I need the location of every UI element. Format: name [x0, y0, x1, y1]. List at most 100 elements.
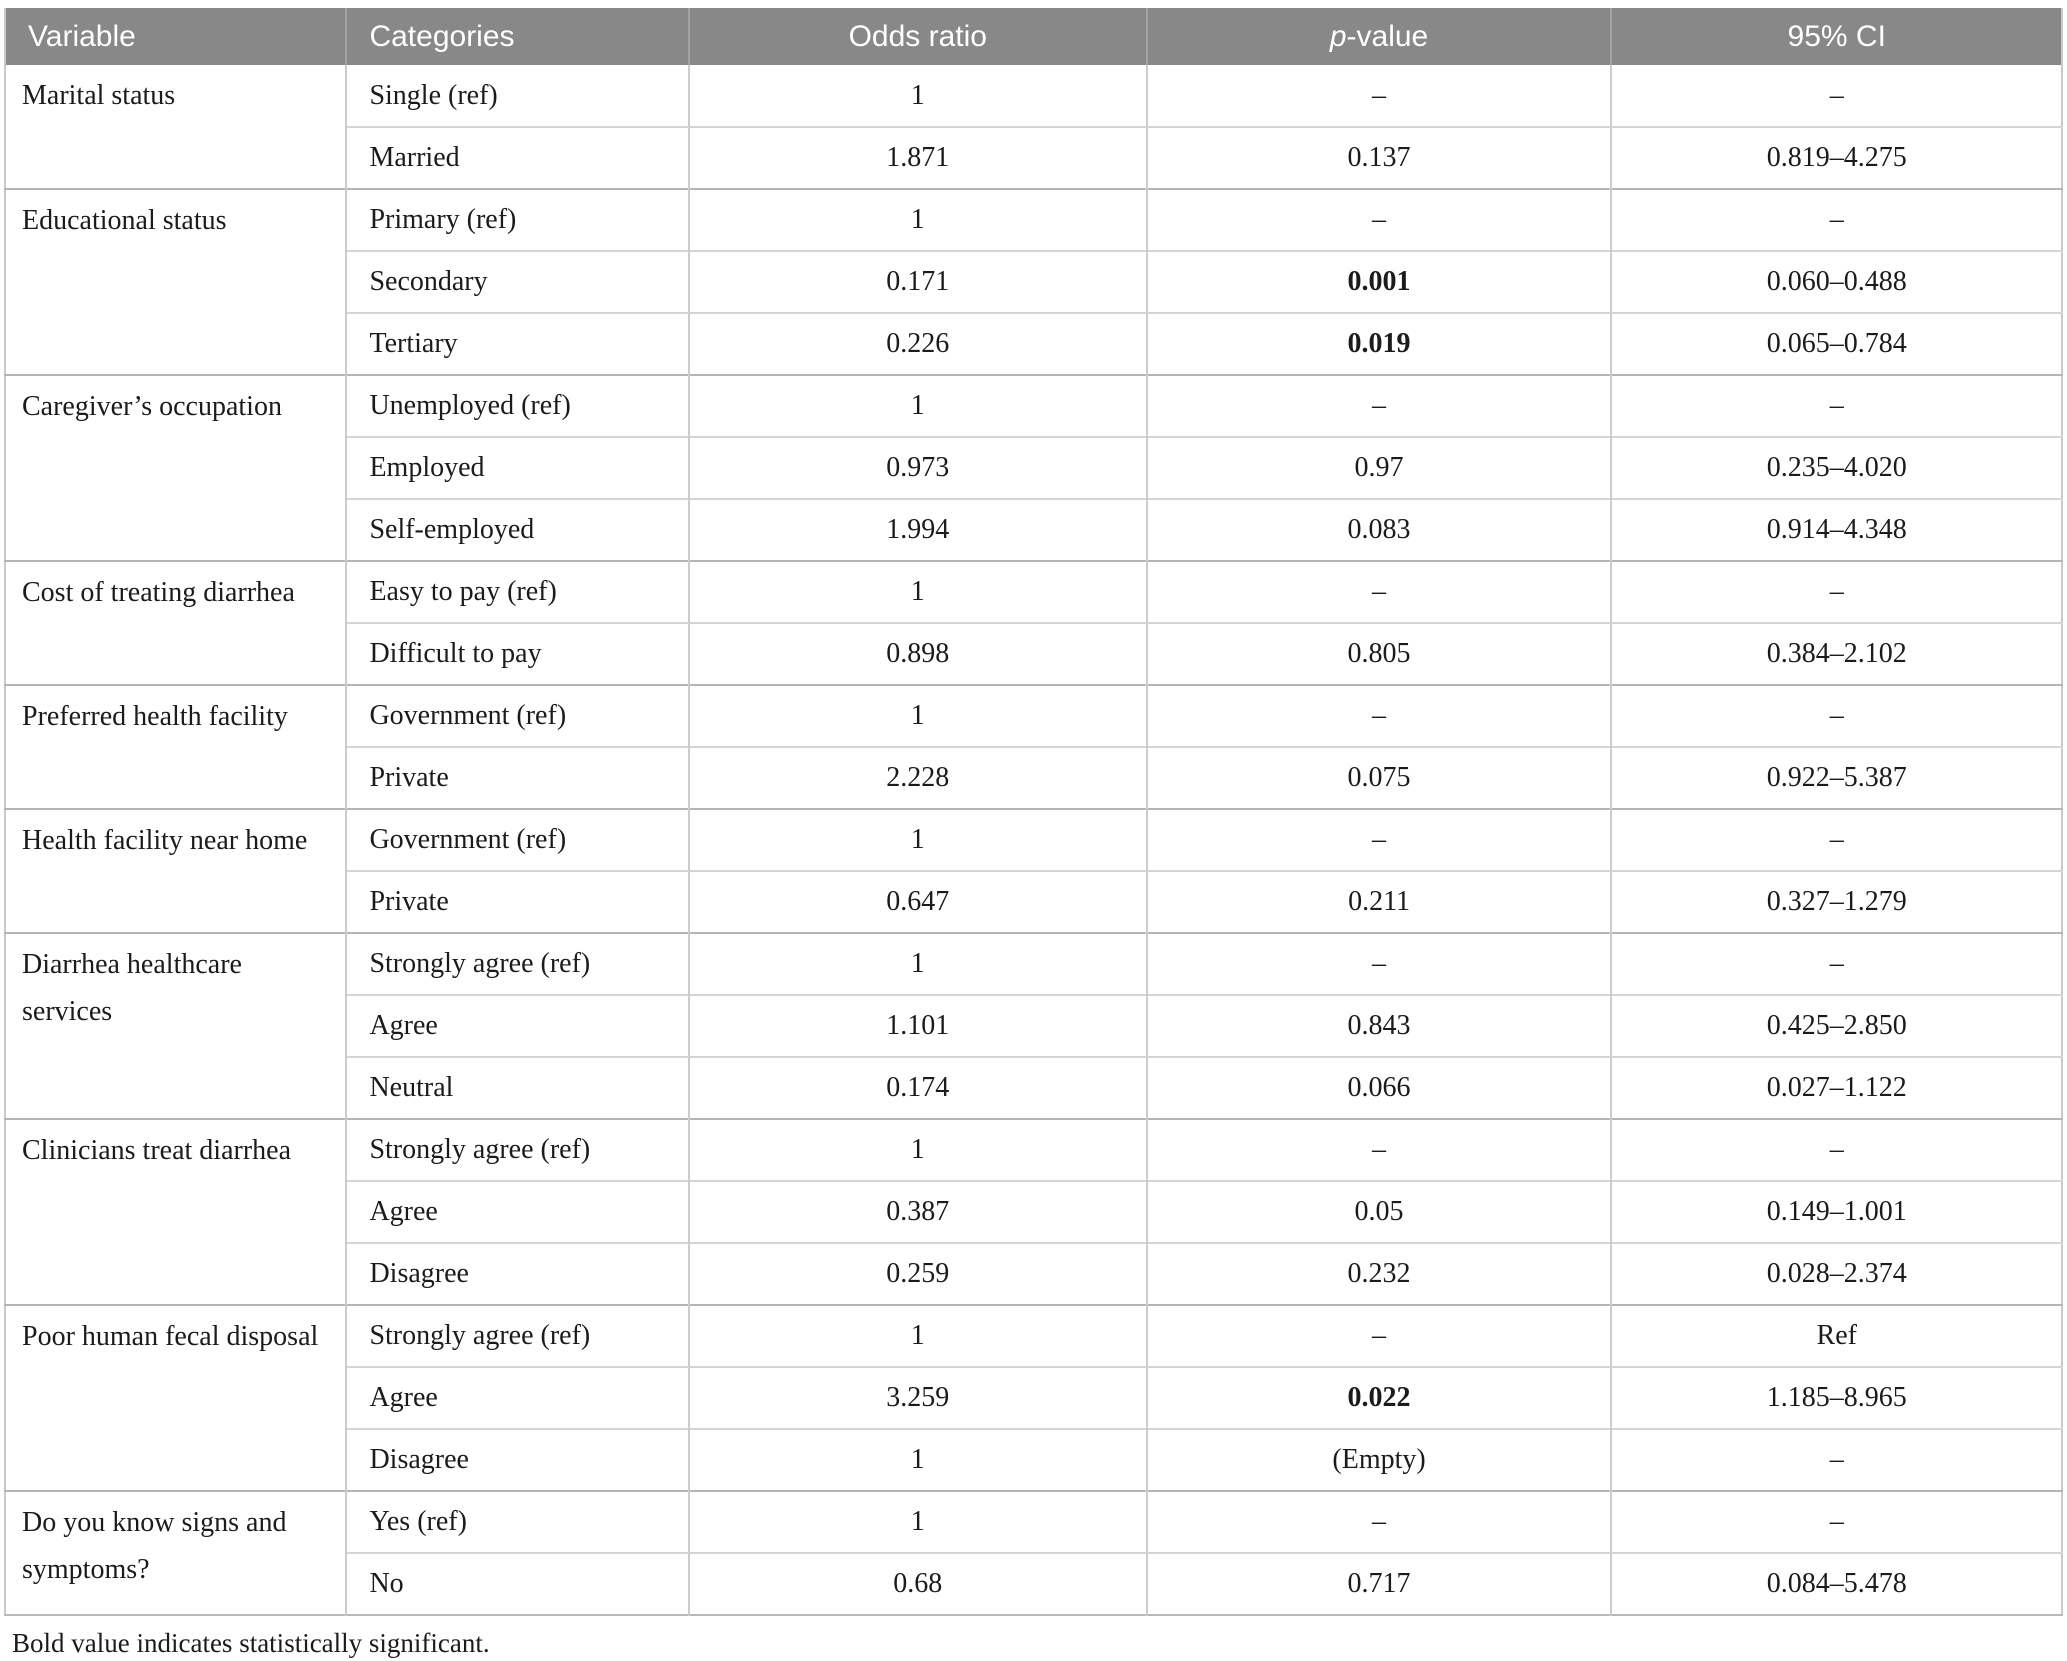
category-cell: Yes (ref)	[346, 1490, 690, 1553]
table-row: Private 0.647 0.211 0.327–1.279	[5, 870, 2062, 933]
p-value-cell: –	[1146, 1304, 1613, 1367]
odds-ratio-cell: 1	[688, 65, 1148, 127]
table-row: Preferred health facility Government (ref…	[5, 684, 2062, 809]
odds-ratio-cell: 1.871	[688, 126, 1148, 189]
ci-cell: –	[1611, 932, 2062, 995]
header-categories: Categories	[346, 8, 690, 65]
category-cell: Disagree	[346, 1242, 690, 1305]
odds-ratio-cell: 1	[688, 1490, 1148, 1553]
category-cell: Private	[346, 870, 690, 933]
p-value-cell: 0.019	[1146, 312, 1613, 375]
table-body: Marital status Single (ref) 1– – Married 1.87…	[5, 65, 2062, 1615]
odds-ratio-cell: 1	[688, 1304, 1148, 1367]
odds-ratio-cell: 1	[688, 932, 1148, 995]
p-value-cell: 0.05	[1146, 1180, 1613, 1243]
p-value-cell: 0.075	[1146, 746, 1613, 809]
table-row: Self-employed 1.994 0.083 0.914–4.348	[5, 498, 2062, 561]
category-cell: Neutral	[346, 1056, 690, 1119]
category-cell: No	[346, 1552, 690, 1615]
category-cell: Government (ref)	[346, 808, 690, 871]
variable-cell: Marital status	[5, 65, 348, 189]
odds-ratio-cell: 0.973	[688, 436, 1148, 499]
category-cell: Married	[346, 126, 690, 189]
ci-cell: 0.914–4.348	[1611, 498, 2062, 561]
category-cell: Agree	[346, 994, 690, 1057]
ci-cell: 0.027–1.122	[1611, 1056, 2062, 1119]
header-p-value: p-value	[1146, 8, 1613, 65]
ci-cell: –	[1611, 374, 2062, 437]
table-row: Married 1.871 0.137 0.819–4.275	[5, 126, 2062, 189]
p-value-cell: 0.843	[1146, 994, 1613, 1057]
ci-cell: 0.235–4.020	[1611, 436, 2062, 499]
p-value-cell: 0.001	[1146, 250, 1613, 313]
header-odds-ratio: Odds ratio	[688, 8, 1148, 65]
p-value-cell: (Empty)	[1146, 1428, 1613, 1491]
table-row: Agree 3.259 0.022 1.185–8.965	[5, 1366, 2062, 1429]
odds-ratio-cell: 0.226	[688, 312, 1148, 375]
category-cell: Self-employed	[346, 498, 690, 561]
ci-cell: 0.384–2.102	[1611, 622, 2062, 685]
ci-cell: 0.084–5.478	[1611, 1552, 2062, 1615]
variable-cell: Poor human fecal disposal	[5, 1304, 348, 1491]
category-cell: Agree	[346, 1366, 690, 1429]
ci-cell: 0.028–2.374	[1611, 1242, 2062, 1305]
p-value-cell: 0.717	[1146, 1552, 1613, 1615]
p-value-cell: –	[1146, 188, 1613, 251]
odds-ratio-cell: 1	[688, 374, 1148, 437]
ci-cell: –	[1611, 560, 2062, 623]
variable-cell: Health facility near home	[5, 808, 348, 933]
table-row: Marital status Single (ref) 1– –	[5, 65, 2062, 189]
variable-cell: Diarrhea healthcare services	[5, 932, 348, 1119]
variable-cell: Educational status	[5, 188, 348, 375]
p-value-cell: –	[1146, 808, 1613, 871]
header-variable: Variable	[5, 8, 348, 65]
variable-cell: Clinicians treat diarrhea	[5, 1118, 348, 1305]
p-value-cell: –	[1146, 560, 1613, 623]
table-row: Secondary 0.171 0.001 0.060–0.488	[5, 250, 2062, 313]
header-row: Variable Categories Odds ratio p-value 9…	[5, 8, 2062, 65]
odds-ratio-cell: 0.898	[688, 622, 1148, 685]
table-row: Cost of treating diarrhea Easy to pay (re…	[5, 560, 2062, 685]
p-value-cell: 0.083	[1146, 498, 1613, 561]
odds-ratio-cell: 1	[688, 1428, 1148, 1491]
odds-ratio-cell: 1.994	[688, 498, 1148, 561]
footnote: Bold value indicates statistically signi…	[12, 1628, 490, 1658]
category-cell: Easy to pay (ref)	[346, 560, 690, 623]
ci-cell: 1.185–8.965	[1611, 1366, 2062, 1429]
category-cell: Strongly agree (ref)	[346, 1304, 690, 1367]
odds-ratio-cell: 0.174	[688, 1056, 1148, 1119]
p-value-cell: –	[1146, 374, 1613, 437]
ci-cell: –	[1611, 1118, 2062, 1181]
ci-cell: –	[1611, 65, 2062, 127]
p-value-cell: 0.232	[1146, 1242, 1613, 1305]
ci-cell: 0.425–2.850	[1611, 994, 2062, 1057]
category-cell: Employed	[346, 436, 690, 499]
table-row: Poor human fecal disposal Strongly agree …	[5, 1304, 2062, 1491]
header-ci: 95% CI	[1611, 8, 2062, 65]
ci-cell: 0.149–1.001	[1611, 1180, 2062, 1243]
ci-cell: 0.819–4.275	[1611, 126, 2062, 189]
p-value-cell: 0.97	[1146, 436, 1613, 499]
ci-cell: 0.065–0.784	[1611, 312, 2062, 375]
variable-cell: Cost of treating diarrhea	[5, 560, 348, 685]
table-row: Neutral 0.174 0.066 0.027–1.122	[5, 1056, 2062, 1119]
category-cell: Difficult to pay	[346, 622, 690, 685]
p-value-cell: –	[1146, 684, 1613, 747]
p-value-cell: –	[1146, 932, 1613, 995]
p-value-cell: 0.211	[1146, 870, 1613, 933]
ci-cell: 0.060–0.488	[1611, 250, 2062, 313]
p-value-cell: 0.022	[1146, 1366, 1613, 1429]
table-row: Diarrhea healthcare services Strongly agr…	[5, 932, 2062, 1119]
p-value-cell: –	[1146, 65, 1613, 127]
odds-ratio-cell: 3.259	[688, 1366, 1148, 1429]
odds-ratio-cell: 0.171	[688, 250, 1148, 313]
table-row: Disagree 0.259 0.232 0.028–2.374	[5, 1242, 2062, 1305]
category-cell: Primary (ref)	[346, 188, 690, 251]
category-cell: Unemployed (ref)	[346, 374, 690, 437]
table-row: Difficult to pay 0.898 0.805 0.384–2.102	[5, 622, 2062, 685]
table-row: Disagree 1 (Empty) –	[5, 1428, 2062, 1491]
odds-ratio-cell: 1	[688, 808, 1148, 871]
odds-ratio-cell: 1	[688, 1118, 1148, 1181]
table-row: Educational status Primary (ref) 1– –	[5, 188, 2062, 375]
